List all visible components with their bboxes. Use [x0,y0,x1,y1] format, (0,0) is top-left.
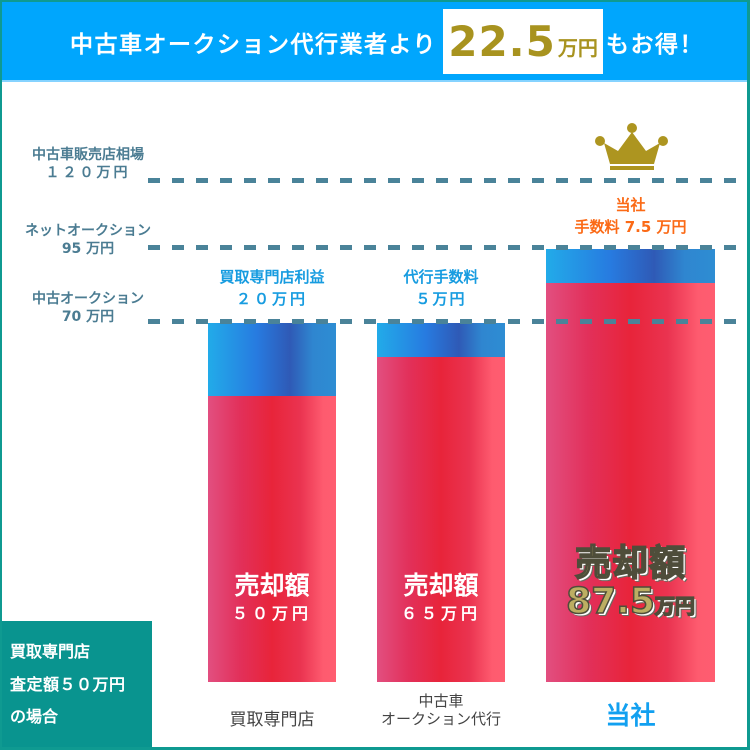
bar-kaitori: 売却額 ５０万円 [208,323,336,682]
bar-3-top-label-text: 当社 [615,196,646,214]
crown-icon [594,121,668,173]
bar-1-top-label: 買取専門店利益 ２０万円 [198,266,346,310]
reference-label-text: 中古車販売店相場 [32,147,144,163]
bar-segment-sale: 売却額 ５０万円 [208,396,336,682]
bar-2-top-label-value: ５万円 [415,290,467,308]
note-line-2: 査定額５０万円 [10,675,126,694]
reference-line-95 [148,245,745,250]
reference-line-70 [148,319,745,324]
bar-inner-value: ５０万円 [231,604,312,623]
bar-2-top-label-text: 代行手数料 [403,268,479,286]
banner-divider [0,80,750,82]
assessment-note: 買取専門店 査定額５０万円 の場合 [0,621,152,750]
bar-inner-value: ６５万円 [400,604,481,623]
category-label-kaitori: 買取専門店 [229,710,315,730]
bar-segment-fee [377,323,505,357]
note-line-3: の場合 [10,707,59,726]
bar-2-top-label: 代行手数料 ５万円 [367,266,515,310]
reference-label-dealer-market: 中古車販売店相場 １２０万円 [0,146,176,182]
bar-segment-profit [208,323,336,396]
bar-1-top-label-text: 買取専門店利益 [219,268,325,286]
bar-segment-fee [546,249,715,283]
bar-inner-label: 売却額 [234,571,310,600]
reference-label-text: 中古オークション [32,291,144,307]
bar-segment-sale: 売却額 87.5万円 [546,283,715,682]
savings-highlight: 22.5 万円 [443,9,604,74]
bar-3-top-label-value: 手数料 7.5 万円 [574,218,687,236]
reference-label-value: 70 万円 [61,309,115,325]
category-label-line1: 中古車 [418,692,464,710]
reference-label-text: ネットオークション [25,223,151,239]
reference-label-used-auction: 中古オークション 70 万円 [0,290,176,326]
bar-inner-amount: 87.5 [565,580,655,623]
headline: 中古車オークション代行業者より 22.5 万円 もお得！ [70,9,704,74]
headline-text-before: 中古車オークション代行業者より [70,31,438,58]
headline-banner [0,0,750,80]
category-label-line2: オークション代行 [380,710,501,728]
reference-label-value: １２０万円 [45,165,131,181]
category-label-our-company: 当社 [605,701,656,730]
reference-line-120 [148,178,745,183]
bar-inner-value: 87.5万円 [546,580,715,623]
reference-label-net-auction: ネットオークション 95 万円 [0,222,176,258]
bar-1-top-label-value: ２０万円 [235,290,308,308]
bar-inner-label: 売却額 [574,542,686,585]
bar-our-company: 売却額 87.5万円 [546,249,715,682]
category-label-auction-agent: 中古車 オークション代行 [356,692,526,728]
headline-text-after: もお得！ [606,31,705,58]
reference-label-value: 95 万円 [61,241,115,257]
bar-segment-sale: 売却額 ６５万円 [377,357,505,682]
bar-inner-unit: 万円 [654,593,696,619]
bar-3-top-label: 当社 手数料 7.5 万円 [546,194,715,238]
bar-inner-label: 売却額 [403,571,479,600]
savings-unit: 万円 [557,36,598,60]
bar-auction-agent: 売却額 ６５万円 [377,323,505,682]
savings-amount: 22.5 [448,17,556,66]
note-line-1: 買取専門店 [10,642,91,661]
